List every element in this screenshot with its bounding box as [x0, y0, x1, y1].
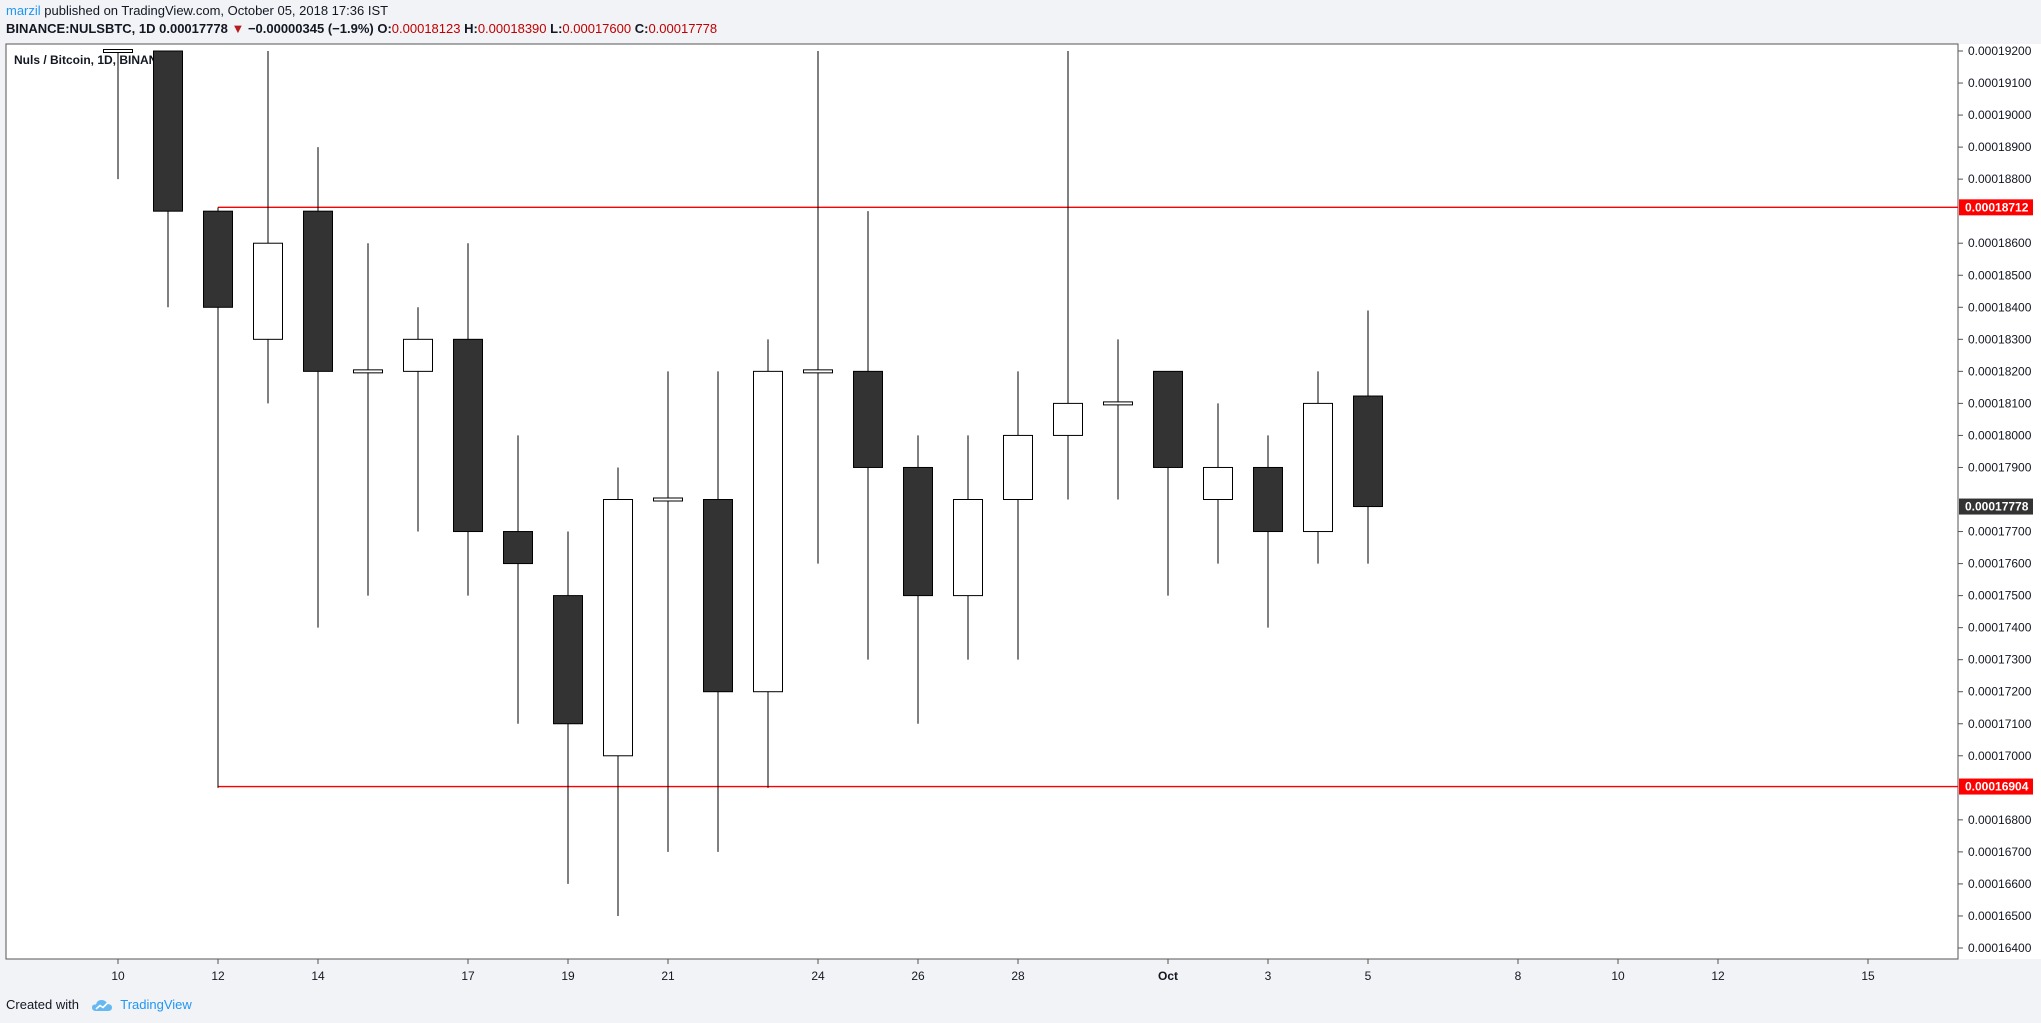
- candle-body-2: [203, 210, 233, 308]
- candle-body-15: [853, 370, 883, 468]
- last-price-badge-bg: [1959, 498, 2033, 515]
- candle-body-12: [703, 499, 733, 693]
- candle-body-4: [303, 210, 333, 372]
- price-badges: 0.00018712 0.00016904 0.00017778: [1959, 199, 2033, 795]
- x-axis-labels: 10 12 14 17 19 21 24 26 28 Oct 3 5 8 10 12 15: [111, 959, 1875, 983]
- tradingview-link[interactable]: TradingView: [120, 997, 192, 1012]
- candle-body-17: [953, 499, 983, 597]
- close-value: 0.00017778: [648, 21, 718, 36]
- y-tick-label-18: 0.00017200: [1968, 685, 2032, 699]
- chart-header: marzil published on TradingView.com, Oct…: [6, 2, 717, 38]
- x-tick-label-4: 19: [561, 969, 575, 983]
- candle-body-23: [1253, 466, 1283, 533]
- x-tick-label-2: 14: [311, 969, 325, 983]
- candle-body-11: [653, 497, 683, 502]
- candle-body-5: [353, 369, 383, 374]
- x-tick-label-1: 12: [211, 969, 225, 983]
- y-tick-label-23: 0.00016600: [1968, 877, 2032, 891]
- x-tick-label-9: Oct: [1158, 969, 1178, 983]
- x-tick-label-13: 10: [1611, 969, 1625, 983]
- candle-body-22: [1203, 466, 1233, 501]
- y-tick-label-10: 0.00018100: [1968, 396, 2032, 410]
- candle-body-7: [453, 338, 483, 533]
- y-tick-label-8: 0.00018300: [1968, 332, 2032, 346]
- candle-body-21: [1153, 370, 1183, 468]
- candle-body-3: [253, 242, 283, 340]
- high-value: 0.00018390: [477, 21, 547, 36]
- y-tick-label-20: 0.00017000: [1968, 749, 2032, 763]
- candles: [103, 49, 1383, 916]
- y-tick-label-2: 0.00019000: [1968, 108, 2032, 122]
- y-tick-label-1: 0.00019100: [1968, 76, 2032, 90]
- x-tick-label-6: 24: [811, 969, 825, 983]
- chart-title: Nuls / Bitcoin, 1D, BINANCE: [14, 53, 174, 67]
- candle-body-18: [1003, 434, 1033, 500]
- y-tick-label-0: 0.00019200: [1968, 44, 2032, 58]
- x-tick-label-5: 21: [661, 969, 675, 983]
- candle-body-0: [103, 49, 133, 53]
- y-tick-label-11: 0.00018000: [1968, 428, 2032, 442]
- symbol-label: BINANCE:NULSBTC, 1D: [6, 21, 156, 36]
- y-tick-label-22: 0.00016700: [1968, 845, 2032, 859]
- low-label: L:: [550, 21, 563, 36]
- close-label: C:: [634, 21, 649, 36]
- level-badge-0-bg: [1959, 199, 2033, 216]
- y-axis-labels: 0.00019200 0.00019100 0.00019000 0.00018900…: [1958, 44, 2032, 955]
- y-tick-label-24: 0.00016500: [1968, 909, 2032, 923]
- x-tick-label-14: 12: [1711, 969, 1725, 983]
- footer: Created with TradingView: [6, 996, 192, 1014]
- candlestick-chart[interactable]: Nuls / Bitcoin, 1D, BINANCE 0.000192000.…: [0, 0, 2041, 990]
- candle-body-24: [1303, 402, 1333, 533]
- candle-body-20: [1103, 401, 1133, 406]
- candle-body-16: [903, 466, 933, 597]
- last-price-value: 0.00017778: [159, 21, 228, 36]
- published-text: published on TradingView.com, October 05…: [44, 3, 389, 18]
- y-tick-label-17: 0.00017300: [1968, 653, 2032, 667]
- y-tick-label-15: 0.00017500: [1968, 589, 2032, 603]
- x-tick-label-15: 15: [1861, 969, 1875, 983]
- y-tick-label-4: 0.00018800: [1968, 172, 2032, 186]
- y-tick-label-14: 0.00017600: [1968, 557, 2032, 571]
- x-tick-label-11: 5: [1365, 969, 1372, 983]
- x-tick-label-12: 8: [1515, 969, 1522, 983]
- candle-body-14: [803, 369, 833, 374]
- level-badge-0-text: 0.00018712: [1965, 200, 2029, 214]
- x-tick-label-10: 3: [1265, 969, 1272, 983]
- candle-body-8: [503, 531, 533, 565]
- author-link[interactable]: marzil: [6, 3, 41, 18]
- last-price-badge-text: 0.00017778: [1965, 500, 2029, 514]
- y-tick-label-13: 0.00017700: [1968, 525, 2032, 539]
- change-arrow-icon: ▼: [231, 21, 245, 36]
- y-tick-label-3: 0.00018900: [1968, 140, 2032, 154]
- y-tick-label-19: 0.00017100: [1968, 717, 2032, 731]
- y-tick-label-16: 0.00017400: [1968, 621, 2032, 635]
- y-tick-label-6: 0.00018500: [1968, 268, 2032, 282]
- candle-body-10: [603, 499, 633, 757]
- x-tick-label-7: 26: [911, 969, 925, 983]
- high-label: H:: [464, 21, 478, 36]
- x-tick-label-3: 17: [461, 969, 475, 983]
- y-tick-label-5: 0.00018600: [1968, 236, 2032, 250]
- candle-body-13: [753, 370, 783, 693]
- candle-body-9: [553, 595, 583, 725]
- y-tick-label-9: 0.00018200: [1968, 364, 2032, 378]
- y-tick-label-12: 0.00017900: [1968, 460, 2032, 474]
- candle-body-1: [153, 50, 183, 212]
- candle-body-19: [1053, 402, 1083, 436]
- candle-body-25: [1353, 395, 1383, 508]
- level-badge-1-text: 0.00016904: [1965, 780, 2029, 794]
- open-value: 0.00018123: [391, 21, 461, 36]
- y-tick-label-21: 0.00016800: [1968, 813, 2032, 827]
- change-value: −0.00000345 (−1.9%): [247, 21, 374, 36]
- x-tick-label-8: 28: [1011, 969, 1025, 983]
- open-label: O:: [377, 21, 392, 36]
- candle-body-6: [403, 338, 433, 372]
- y-tick-label-25: 0.00016400: [1968, 941, 2032, 955]
- created-with-text: Created with: [6, 997, 79, 1012]
- x-tick-label-0: 10: [111, 969, 125, 983]
- low-value: 0.00017600: [562, 21, 632, 36]
- tradingview-cloud-icon: [91, 999, 112, 1011]
- y-tick-label-7: 0.00018400: [1968, 300, 2032, 314]
- level-badge-1-bg: [1959, 778, 2033, 795]
